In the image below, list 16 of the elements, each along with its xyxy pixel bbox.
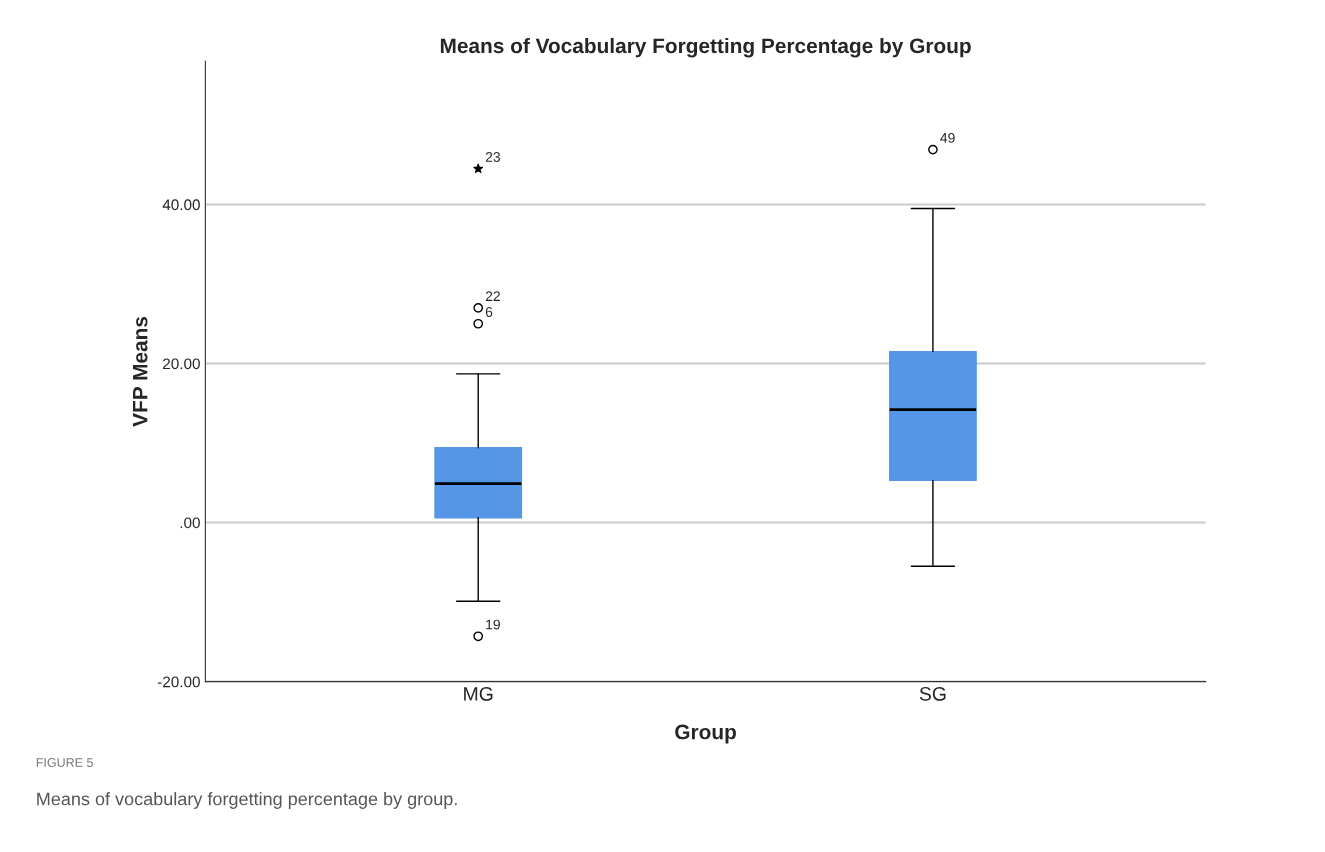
annotation: 49	[940, 132, 955, 143]
text: Means of vocabulary forgetting percentage by group.	[37, 792, 457, 809]
x-tick-label: SG	[919, 686, 946, 701]
y-tick-label: 40.00	[162, 199, 200, 211]
caption: FIGURE 5	[36, 758, 93, 767]
annotation: 6	[485, 307, 493, 317]
x-axis-title: Group	[675, 724, 736, 744]
x-tick-label: MG	[464, 686, 493, 701]
y-tick-label: -20.00	[157, 676, 200, 688]
y-tick-label: .00	[180, 517, 200, 529]
y-axis-title: VFP Means	[132, 316, 148, 427]
annotation: 22	[485, 291, 500, 301]
y-tick-label: 20.00	[163, 358, 200, 370]
chart-title: Means of Vocabulary Forgetting Percentage by Group	[440, 37, 971, 58]
annotation: 19	[486, 619, 500, 630]
annotation: 23	[485, 152, 500, 162]
